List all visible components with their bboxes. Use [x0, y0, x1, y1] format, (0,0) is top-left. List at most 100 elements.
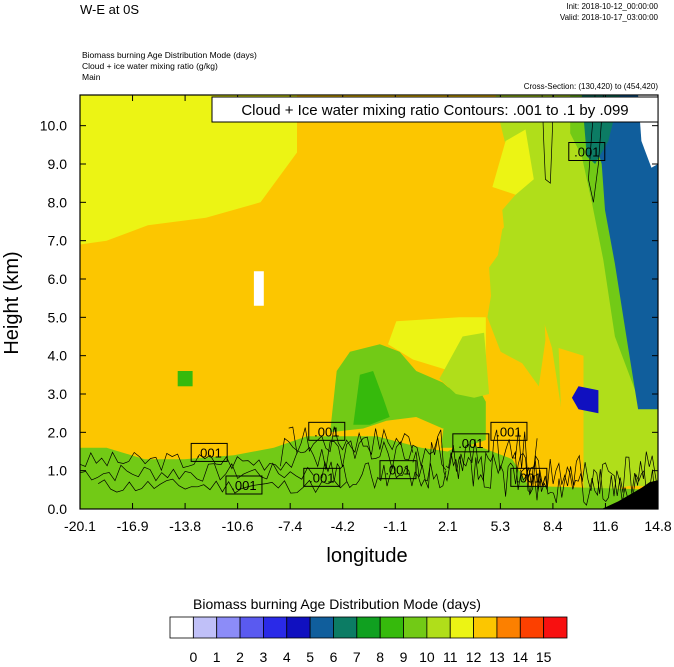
colorbar-label: 6	[330, 649, 338, 665]
colorbar-label: 2	[236, 649, 244, 665]
colorbar-label: 15	[536, 649, 552, 665]
colorbar-swatch	[333, 616, 358, 639]
colorbar-swatch	[216, 616, 241, 639]
valid-time: Valid: 2018-10-17_03:00:00	[559, 13, 658, 22]
colorbar-swatch	[379, 616, 404, 639]
y-tick-label: 3.0	[48, 386, 68, 402]
colorbar-title: Biomass burning Age Distribution Mode (d…	[193, 596, 481, 612]
contour-line	[80, 462, 314, 482]
y-tick-label: 9.0	[48, 156, 68, 172]
colorbar-swatch	[192, 616, 218, 639]
contour-legend-box: Cloud + Ice water mixing ratio Contours:…	[211, 96, 659, 123]
region-right-yellowish	[492, 129, 534, 195]
contour-line	[520, 466, 658, 506]
contour-lines	[80, 95, 658, 506]
contour-label: .001	[314, 424, 339, 439]
meta-line-1: Biomass burning Age Distribution Mode (d…	[82, 50, 257, 60]
colorbar-swatch	[239, 616, 264, 639]
x-tick-label: -13.8	[169, 518, 201, 534]
contour-label-box	[452, 433, 490, 453]
colorbar-label: 0	[189, 649, 197, 665]
contour-label: .001	[516, 470, 541, 485]
y-tick-label: 8.0	[48, 194, 68, 210]
colorbar-label: 7	[353, 649, 361, 665]
contour-label-box	[225, 475, 263, 495]
colorbar-label: 10	[419, 649, 435, 665]
meta-line-3: Main	[82, 72, 101, 82]
white-patch-left	[253, 271, 264, 306]
region-right-blue	[595, 95, 658, 410]
x-tick-label: 2.1	[438, 518, 458, 534]
contour-legend-text: Cloud + Ice water mixing ratio Contours:…	[241, 102, 628, 119]
contour-label: .001	[574, 145, 599, 160]
contour-label-box	[308, 421, 346, 441]
colorbar-label: 3	[260, 649, 268, 665]
colorbar-swatch	[403, 616, 428, 639]
y-tick-label: 0.0	[48, 501, 68, 517]
contour-label-box	[490, 421, 528, 441]
colorbar-label: 11	[443, 649, 458, 665]
x-tick-label: -7.4	[278, 518, 302, 534]
colorbar-swatch	[263, 616, 288, 639]
colorbar-swatch	[496, 616, 521, 639]
contour-label: .001	[385, 463, 410, 478]
x-tick-label: -10.6	[222, 518, 254, 534]
colorbar-label: 8	[376, 649, 384, 665]
y-tick-label: 5.0	[48, 309, 68, 325]
contour-label-box	[303, 467, 341, 487]
contour-label: .001	[309, 470, 334, 485]
contour-label: .001	[458, 436, 483, 451]
contour-label-box	[568, 142, 606, 161]
colorbar-label: 4	[283, 649, 291, 665]
contour-line	[412, 429, 538, 489]
colorbar-label: 5	[306, 649, 314, 665]
region-right-blue-blob	[571, 386, 599, 414]
y-axis-label: Height (km)	[1, 251, 23, 354]
x-tick-label: 14.8	[644, 518, 671, 534]
y-tick-label: 2.0	[48, 424, 68, 440]
contour-line	[280, 436, 447, 471]
y-tick-label: 4.0	[48, 348, 68, 364]
contour-line	[511, 450, 658, 497]
contour-label: .001	[231, 478, 256, 493]
y-tick-label: 6.0	[48, 271, 68, 287]
region-yellow-left	[80, 95, 168, 203]
plot-frame	[79, 94, 659, 510]
region-left-small-green	[177, 371, 193, 387]
contour-line	[80, 451, 298, 472]
x-tick-label: -1.1	[383, 518, 407, 534]
x-tick-label: 8.4	[543, 518, 563, 534]
color-field	[80, 95, 658, 509]
contour-label: .001	[197, 445, 222, 460]
y-tick-label: 10.0	[40, 118, 67, 134]
axes: -20.1 -16.9 -13.8 -10.6 -7.4 -4.2 -1.1 2.1 5.3 8.…	[40, 95, 672, 534]
region-lowlevel-band	[80, 436, 658, 509]
contour-line	[288, 426, 414, 456]
contour-line	[541, 95, 555, 184]
x-axis-label: longitude	[326, 545, 407, 567]
colorbar-label: 14	[513, 649, 529, 665]
x-tick-label: -4.2	[331, 518, 355, 534]
y-tick-label: 7.0	[48, 233, 68, 249]
cross-section-label: Cross-Section: (130,420) to (454,420)	[523, 82, 658, 91]
terrain	[601, 480, 658, 509]
colorbar-label: 12	[466, 649, 482, 665]
colorbar-swatch	[449, 616, 474, 639]
colorbar-label: 13	[489, 649, 505, 665]
colorbar-label: 9	[400, 649, 408, 665]
region-right-center-lightgreen	[487, 206, 546, 387]
x-tick-label: 5.3	[491, 518, 511, 534]
contour-label: .001	[496, 424, 521, 439]
colorbar-swatch	[169, 616, 194, 639]
colorbar-swatch	[473, 616, 498, 639]
x-tick-label: -16.9	[117, 518, 149, 534]
colorbar-swatch	[286, 616, 311, 639]
contour-labels: .001 .001 .001 .001 .001 .001 .001 .001 .001	[190, 142, 606, 495]
contour-line	[445, 451, 546, 497]
colorbar-swatch	[543, 616, 568, 639]
contour-line	[98, 478, 347, 494]
colorbar-swatch	[356, 616, 381, 639]
colorbar-swatch	[519, 616, 545, 639]
init-time: Init: 2018-10-12_00:00:00	[566, 2, 658, 11]
